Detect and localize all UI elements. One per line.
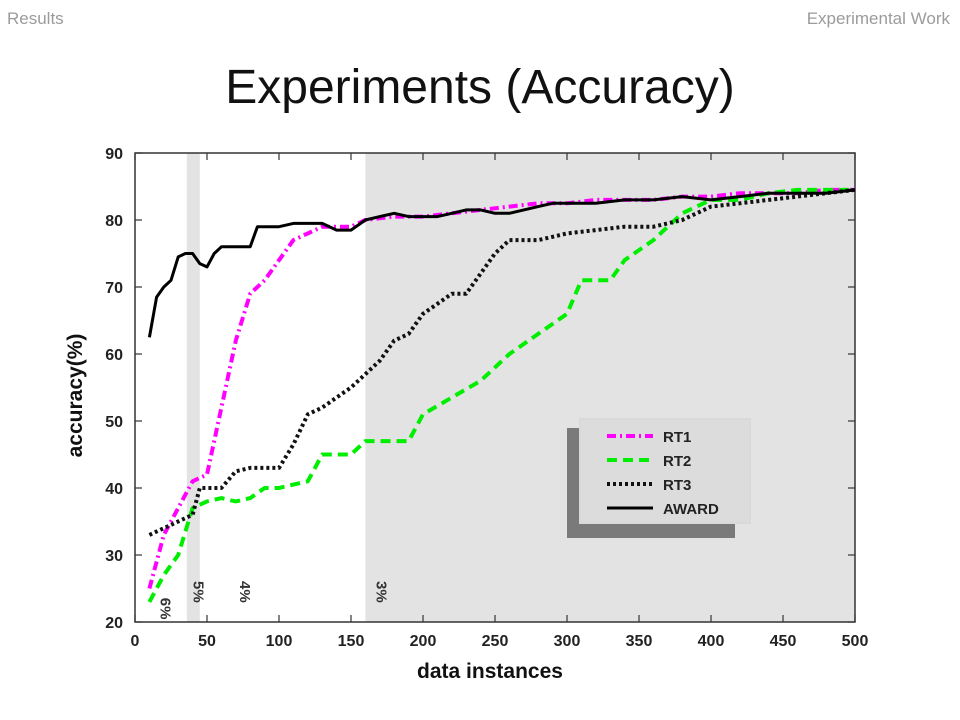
x-tick-label: 150 [338,633,365,650]
x-tick-label: 450 [770,633,797,650]
y-tick-label: 50 [105,414,123,431]
x-tick-label: 200 [410,633,437,650]
y-tick-label: 70 [105,280,123,297]
legend-label-rt1: RT1 [663,429,691,446]
slide-title: Experiments (Accuracy) [225,61,735,114]
x-tick-label: 100 [266,633,293,650]
x-tick-label: 350 [626,633,653,650]
section-label-results: Results [7,9,64,28]
x-tick-label: 500 [842,633,869,650]
y-tick-label: 30 [105,548,123,565]
x-tick-label: 0 [131,633,140,650]
y-tick-label: 90 [105,146,123,163]
x-tick-label: 50 [198,633,216,650]
band-annotation: 3% [373,581,390,603]
section-label-experimental-work: Experimental Work [806,9,950,28]
band-annotation: 5% [190,581,207,603]
x-tick-label: 400 [698,633,725,650]
series-line-rt2 [147,187,855,603]
series-line-award [147,188,856,338]
y-tick-label: 40 [105,481,123,498]
band-annotation: 4% [236,581,253,603]
x-tick-label: 300 [554,633,581,650]
series-line-rt3 [148,187,856,537]
legend-label-rt3: RT3 [663,477,691,494]
x-axis-label: data instances [417,660,563,683]
x-tick-label: 250 [482,633,509,650]
y-tick-label: 60 [105,347,123,364]
legend-label-award: AWARD [663,501,719,518]
shaded-region-1 [365,153,855,622]
band-annotation: 6% [157,598,174,620]
y-tick-label: 20 [105,615,123,632]
series-line-rt1 [147,187,855,590]
y-tick-label: 80 [105,213,123,230]
y-axis-label: accuracy(%) [64,334,87,458]
legend-label-rt2: RT2 [663,453,691,470]
shaded-region-0 [186,153,200,622]
